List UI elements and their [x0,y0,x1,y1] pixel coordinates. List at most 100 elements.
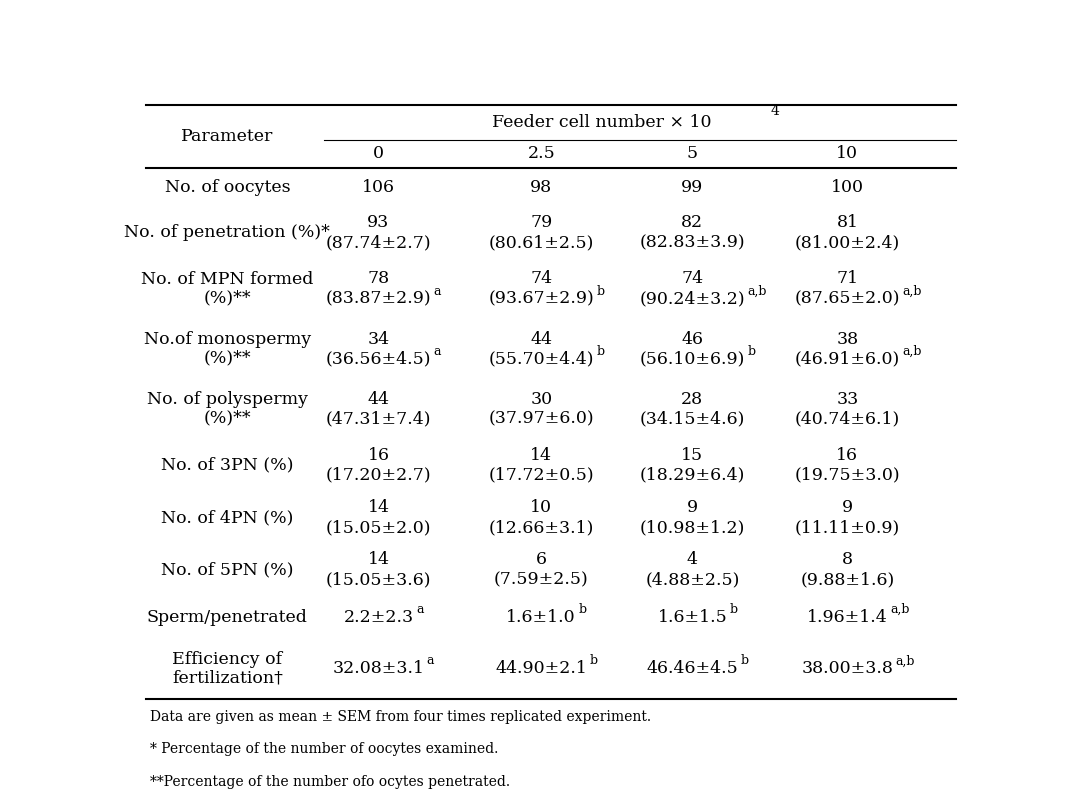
Text: (%)**: (%)** [203,350,252,367]
Text: 15: 15 [682,447,703,464]
Text: 4: 4 [687,551,698,569]
Text: a: a [416,604,424,616]
Text: a,b: a,b [895,654,915,668]
Text: 106: 106 [362,179,395,196]
Text: 100: 100 [831,179,864,196]
Text: No. of MPN formed: No. of MPN formed [141,271,314,288]
Text: b: b [741,654,748,668]
Text: No. of 4PN (%): No. of 4PN (%) [161,509,293,526]
Text: 14: 14 [530,447,553,464]
Text: 46: 46 [682,331,703,347]
Text: a: a [433,285,441,297]
Text: fertilization†: fertilization† [172,669,283,687]
Text: No. of penetration (%)*: No. of penetration (%)* [125,225,330,241]
Text: Data are given as mean ± SEM from four times replicated experiment.: Data are given as mean ± SEM from four t… [149,710,651,724]
Text: 16: 16 [368,447,389,464]
Text: (12.66±3.1): (12.66±3.1) [488,519,593,536]
Text: (7.59±2.5): (7.59±2.5) [493,572,589,589]
Text: 93: 93 [368,214,389,231]
Text: (40.74±6.1): (40.74±6.1) [794,411,900,428]
Text: 14: 14 [368,551,389,569]
Text: 4: 4 [771,104,779,119]
Text: (37.97±6.0): (37.97±6.0) [488,411,594,428]
Text: No. of polyspermy: No. of polyspermy [147,392,307,408]
Text: 8: 8 [842,551,852,569]
Text: 16: 16 [836,447,858,464]
Text: 33: 33 [836,391,859,407]
Text: 44: 44 [530,331,553,347]
Text: 74: 74 [682,271,703,287]
Text: (87.65±2.0): (87.65±2.0) [794,290,900,308]
Text: (17.72±0.5): (17.72±0.5) [488,467,594,484]
Text: 98: 98 [530,179,553,196]
Text: a,b: a,b [902,285,922,297]
Text: (15.05±2.0): (15.05±2.0) [326,519,431,536]
Text: 2.5: 2.5 [528,146,555,162]
Text: 1.96±1.4: 1.96±1.4 [807,609,888,626]
Text: b: b [597,345,604,358]
Text: 0: 0 [373,146,384,162]
Text: (4.88±2.5): (4.88±2.5) [645,572,740,589]
Text: b: b [730,604,737,616]
Text: a,b: a,b [902,345,922,358]
Text: 99: 99 [682,179,703,196]
Text: 82: 82 [682,214,703,231]
Text: b: b [578,604,587,616]
Text: (18.29±6.4): (18.29±6.4) [640,467,745,484]
Text: 9: 9 [842,499,852,517]
Text: (55.70±4.4): (55.70±4.4) [488,350,594,368]
Text: (80.61±2.5): (80.61±2.5) [488,234,593,252]
Text: 81: 81 [836,214,858,231]
Text: 6: 6 [535,551,547,569]
Text: (83.87±2.9): (83.87±2.9) [326,290,431,308]
Text: (93.67±2.9): (93.67±2.9) [488,290,594,308]
Text: (19.75±3.0): (19.75±3.0) [794,467,900,484]
Text: (87.74±2.7): (87.74±2.7) [326,234,431,252]
Text: 74: 74 [530,271,553,287]
Text: b: b [589,654,598,668]
Text: (90.24±3.2): (90.24±3.2) [640,290,745,308]
Text: (56.10±6.9): (56.10±6.9) [640,350,745,368]
Text: (82.83±3.9): (82.83±3.9) [640,234,745,252]
Text: a: a [433,345,441,358]
Text: 44: 44 [368,391,389,407]
Text: a,b: a,b [747,285,768,297]
Text: (9.88±1.6): (9.88±1.6) [800,572,894,589]
Text: 30: 30 [530,391,553,407]
Text: No. of oocytes: No. of oocytes [164,179,290,196]
Text: (10.98±1.2): (10.98±1.2) [640,519,745,536]
Text: (15.05±3.6): (15.05±3.6) [326,572,431,589]
Text: * Percentage of the number of oocytes examined.: * Percentage of the number of oocytes ex… [149,743,498,756]
Text: 9: 9 [687,499,698,517]
Text: 5: 5 [687,146,698,162]
Text: a,b: a,b [890,604,909,616]
Text: (%)**: (%)** [203,410,252,427]
Text: a: a [427,654,434,668]
Text: b: b [747,345,756,358]
Text: Feeder cell number × 10: Feeder cell number × 10 [491,114,711,131]
Text: Parameter: Parameter [182,128,273,145]
Text: 78: 78 [368,271,389,287]
Text: 10: 10 [530,499,553,517]
Text: 71: 71 [836,271,859,287]
Text: 1.6±1.0: 1.6±1.0 [506,609,576,626]
Text: 38: 38 [836,331,859,347]
Text: 1.6±1.5: 1.6±1.5 [658,609,728,626]
Text: 34: 34 [368,331,389,347]
Text: (81.00±2.4): (81.00±2.4) [794,234,900,252]
Text: No. of 5PN (%): No. of 5PN (%) [161,562,293,578]
Text: Sperm/penetrated: Sperm/penetrated [147,609,307,626]
Text: 44.90±2.1: 44.90±2.1 [496,660,587,677]
Text: Efficiency of: Efficiency of [172,651,283,668]
Text: No. of 3PN (%): No. of 3PN (%) [161,456,293,474]
Text: 10: 10 [836,146,858,162]
Text: **Percentage of the number ofo ocytes penetrated.: **Percentage of the number ofo ocytes pe… [149,775,510,789]
Text: 28: 28 [682,391,703,407]
Text: 32.08±3.1: 32.08±3.1 [332,660,425,677]
Text: (36.56±4.5): (36.56±4.5) [326,350,431,368]
Text: (17.20±2.7): (17.20±2.7) [326,467,431,484]
Text: b: b [597,285,604,297]
Text: (34.15±4.6): (34.15±4.6) [640,411,745,428]
Text: 14: 14 [368,499,389,517]
Text: (11.11±0.9): (11.11±0.9) [794,519,900,536]
